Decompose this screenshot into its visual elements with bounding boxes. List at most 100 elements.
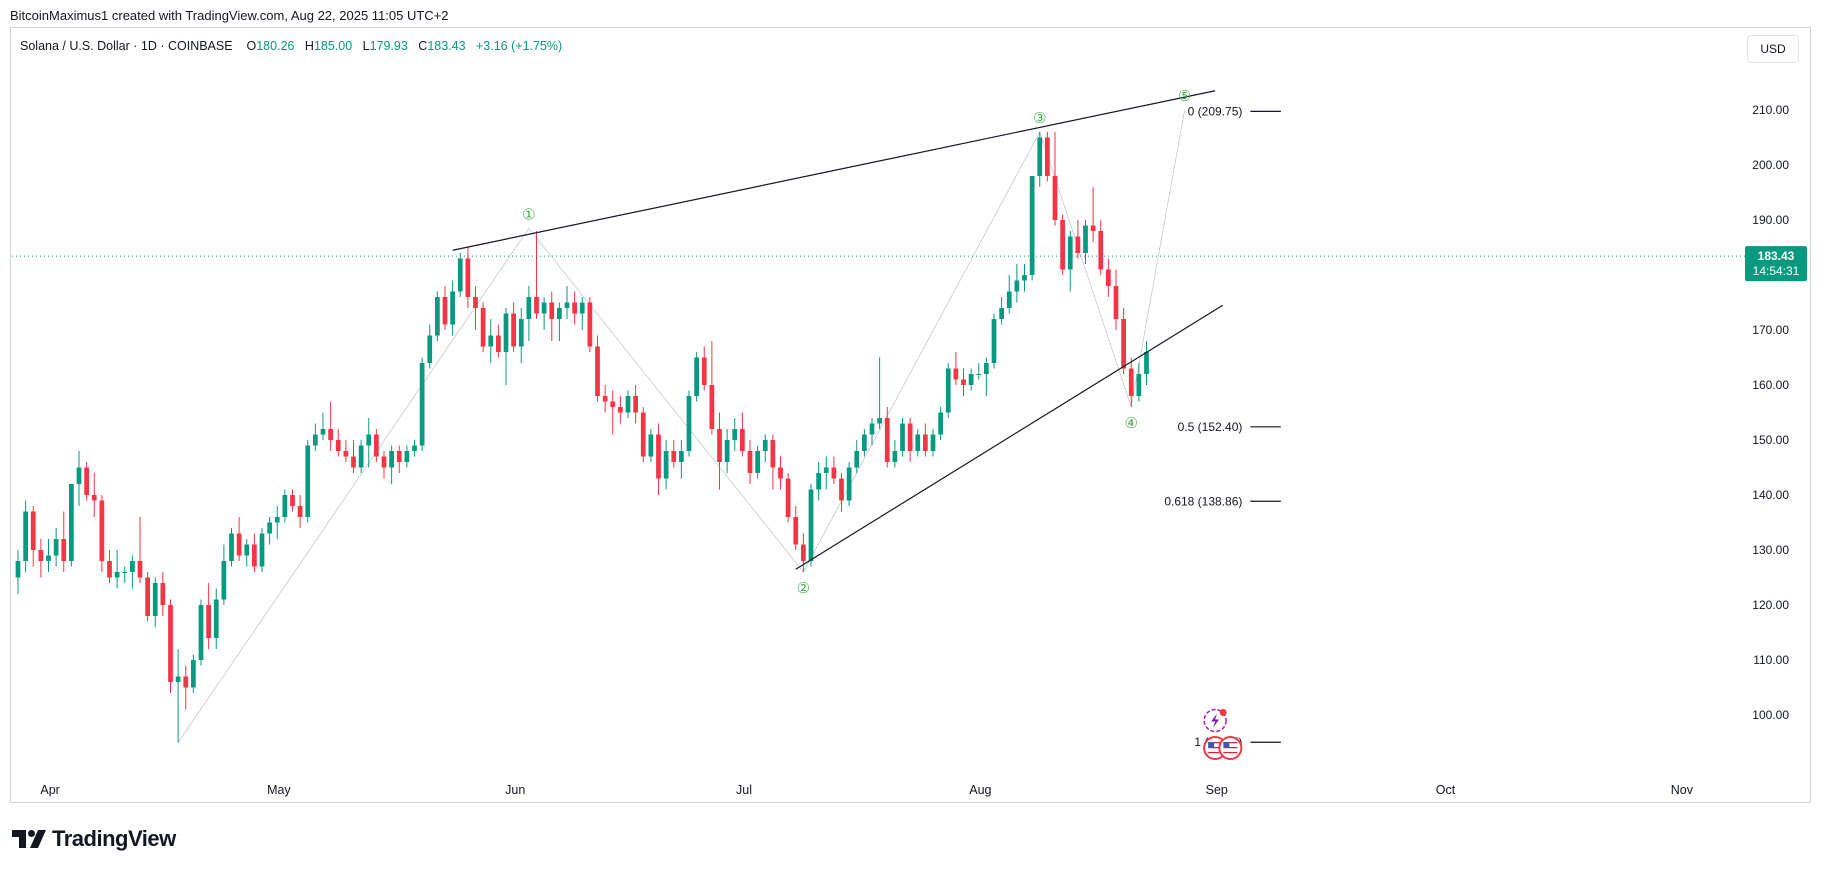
candle — [320, 412, 326, 440]
candle-body — [923, 434, 928, 451]
candle-body — [465, 258, 471, 297]
earnings-flash-icon[interactable] — [1203, 708, 1227, 733]
upper-trendline — [452, 90, 1216, 251]
open-value: 180.26 — [256, 39, 295, 53]
candle-body — [1052, 176, 1058, 220]
candle-body — [259, 533, 265, 567]
close-label: C — [418, 39, 428, 53]
candle-body — [152, 583, 158, 616]
candle-body — [1136, 374, 1142, 396]
candle-body — [15, 561, 21, 578]
candle-body — [198, 605, 204, 660]
candle-body — [717, 429, 722, 462]
candle — [23, 500, 28, 572]
fib-level-label: 0.618 (138.86) — [1164, 494, 1242, 508]
y-tick-label: 210.00 — [1752, 103, 1789, 117]
candle — [290, 489, 295, 512]
currency-button[interactable]: USD — [1747, 35, 1799, 63]
fib-level-label: 0 (209.75) — [1188, 104, 1243, 118]
candle-body — [252, 544, 257, 567]
candle — [1060, 214, 1065, 275]
candle-body — [381, 456, 387, 468]
candle-body — [229, 533, 234, 561]
candle — [991, 313, 997, 369]
candle — [923, 423, 928, 457]
candle — [671, 440, 677, 468]
candle — [808, 484, 814, 567]
candle-body — [488, 335, 494, 347]
candle — [945, 363, 951, 418]
candle-body — [968, 374, 974, 385]
candle — [351, 440, 356, 473]
candle-body — [183, 676, 189, 688]
candle-body — [618, 407, 623, 413]
candle-body — [671, 451, 677, 462]
candle-body — [290, 495, 295, 506]
candle-body — [305, 445, 311, 517]
y-tick-label: 120.00 — [1752, 598, 1789, 612]
candle-body — [99, 500, 105, 561]
flag-stripe — [1208, 742, 1223, 744]
candle — [907, 418, 913, 462]
candle-body — [30, 511, 36, 550]
candle-body — [930, 434, 936, 451]
candle — [747, 440, 753, 484]
candle-body — [732, 429, 738, 440]
candle-body — [999, 308, 1004, 319]
candle — [358, 440, 364, 473]
candle — [38, 539, 44, 578]
flag-stripe — [1208, 744, 1223, 746]
candle — [579, 297, 585, 330]
candle-body — [328, 429, 333, 440]
candle — [114, 550, 120, 589]
wave-label: ⑤ — [1178, 87, 1191, 105]
candle-body — [366, 434, 372, 446]
candle — [145, 572, 150, 622]
symbol-description[interactable]: Solana / U.S. Dollar · 1D · COINBASE — [20, 39, 233, 53]
candle — [122, 566, 128, 583]
high-label: H — [304, 39, 314, 53]
candle-body — [526, 297, 532, 319]
candle-body — [267, 522, 272, 534]
candle-body — [496, 335, 501, 352]
candle — [137, 517, 143, 583]
candle — [191, 654, 196, 693]
candle-body — [1060, 220, 1065, 270]
candle-body — [801, 544, 806, 561]
candle — [976, 363, 982, 380]
x-tick-label: Jun — [505, 783, 525, 797]
tradingview-wordmark: TradingView — [52, 826, 176, 851]
candle-body — [457, 258, 463, 292]
candle — [846, 462, 852, 506]
candle — [442, 286, 448, 330]
candle — [648, 429, 654, 462]
candle — [694, 352, 699, 402]
candle — [526, 286, 532, 341]
candle-body — [274, 517, 280, 523]
candle-body — [877, 418, 882, 424]
candle-body — [69, 484, 74, 561]
candle — [1022, 264, 1027, 292]
candle-body — [244, 544, 250, 556]
candle — [61, 511, 67, 572]
candle — [602, 385, 608, 413]
us-flag-icon[interactable] — [1218, 736, 1243, 760]
candle-body — [1083, 225, 1088, 253]
candle-body — [61, 539, 67, 561]
candle — [1144, 341, 1149, 385]
candle — [541, 297, 547, 330]
candle-body — [640, 412, 646, 457]
last-price-badge — [1745, 246, 1807, 282]
candle — [938, 407, 943, 440]
candle — [770, 434, 776, 490]
open-label: O — [246, 39, 257, 53]
candle-body — [282, 495, 288, 517]
candle — [1098, 220, 1104, 275]
candle — [244, 539, 250, 567]
candle-body — [320, 429, 326, 435]
candle — [755, 445, 760, 479]
candle-body — [1106, 269, 1111, 286]
candle — [549, 291, 555, 341]
candle-body — [816, 473, 821, 490]
